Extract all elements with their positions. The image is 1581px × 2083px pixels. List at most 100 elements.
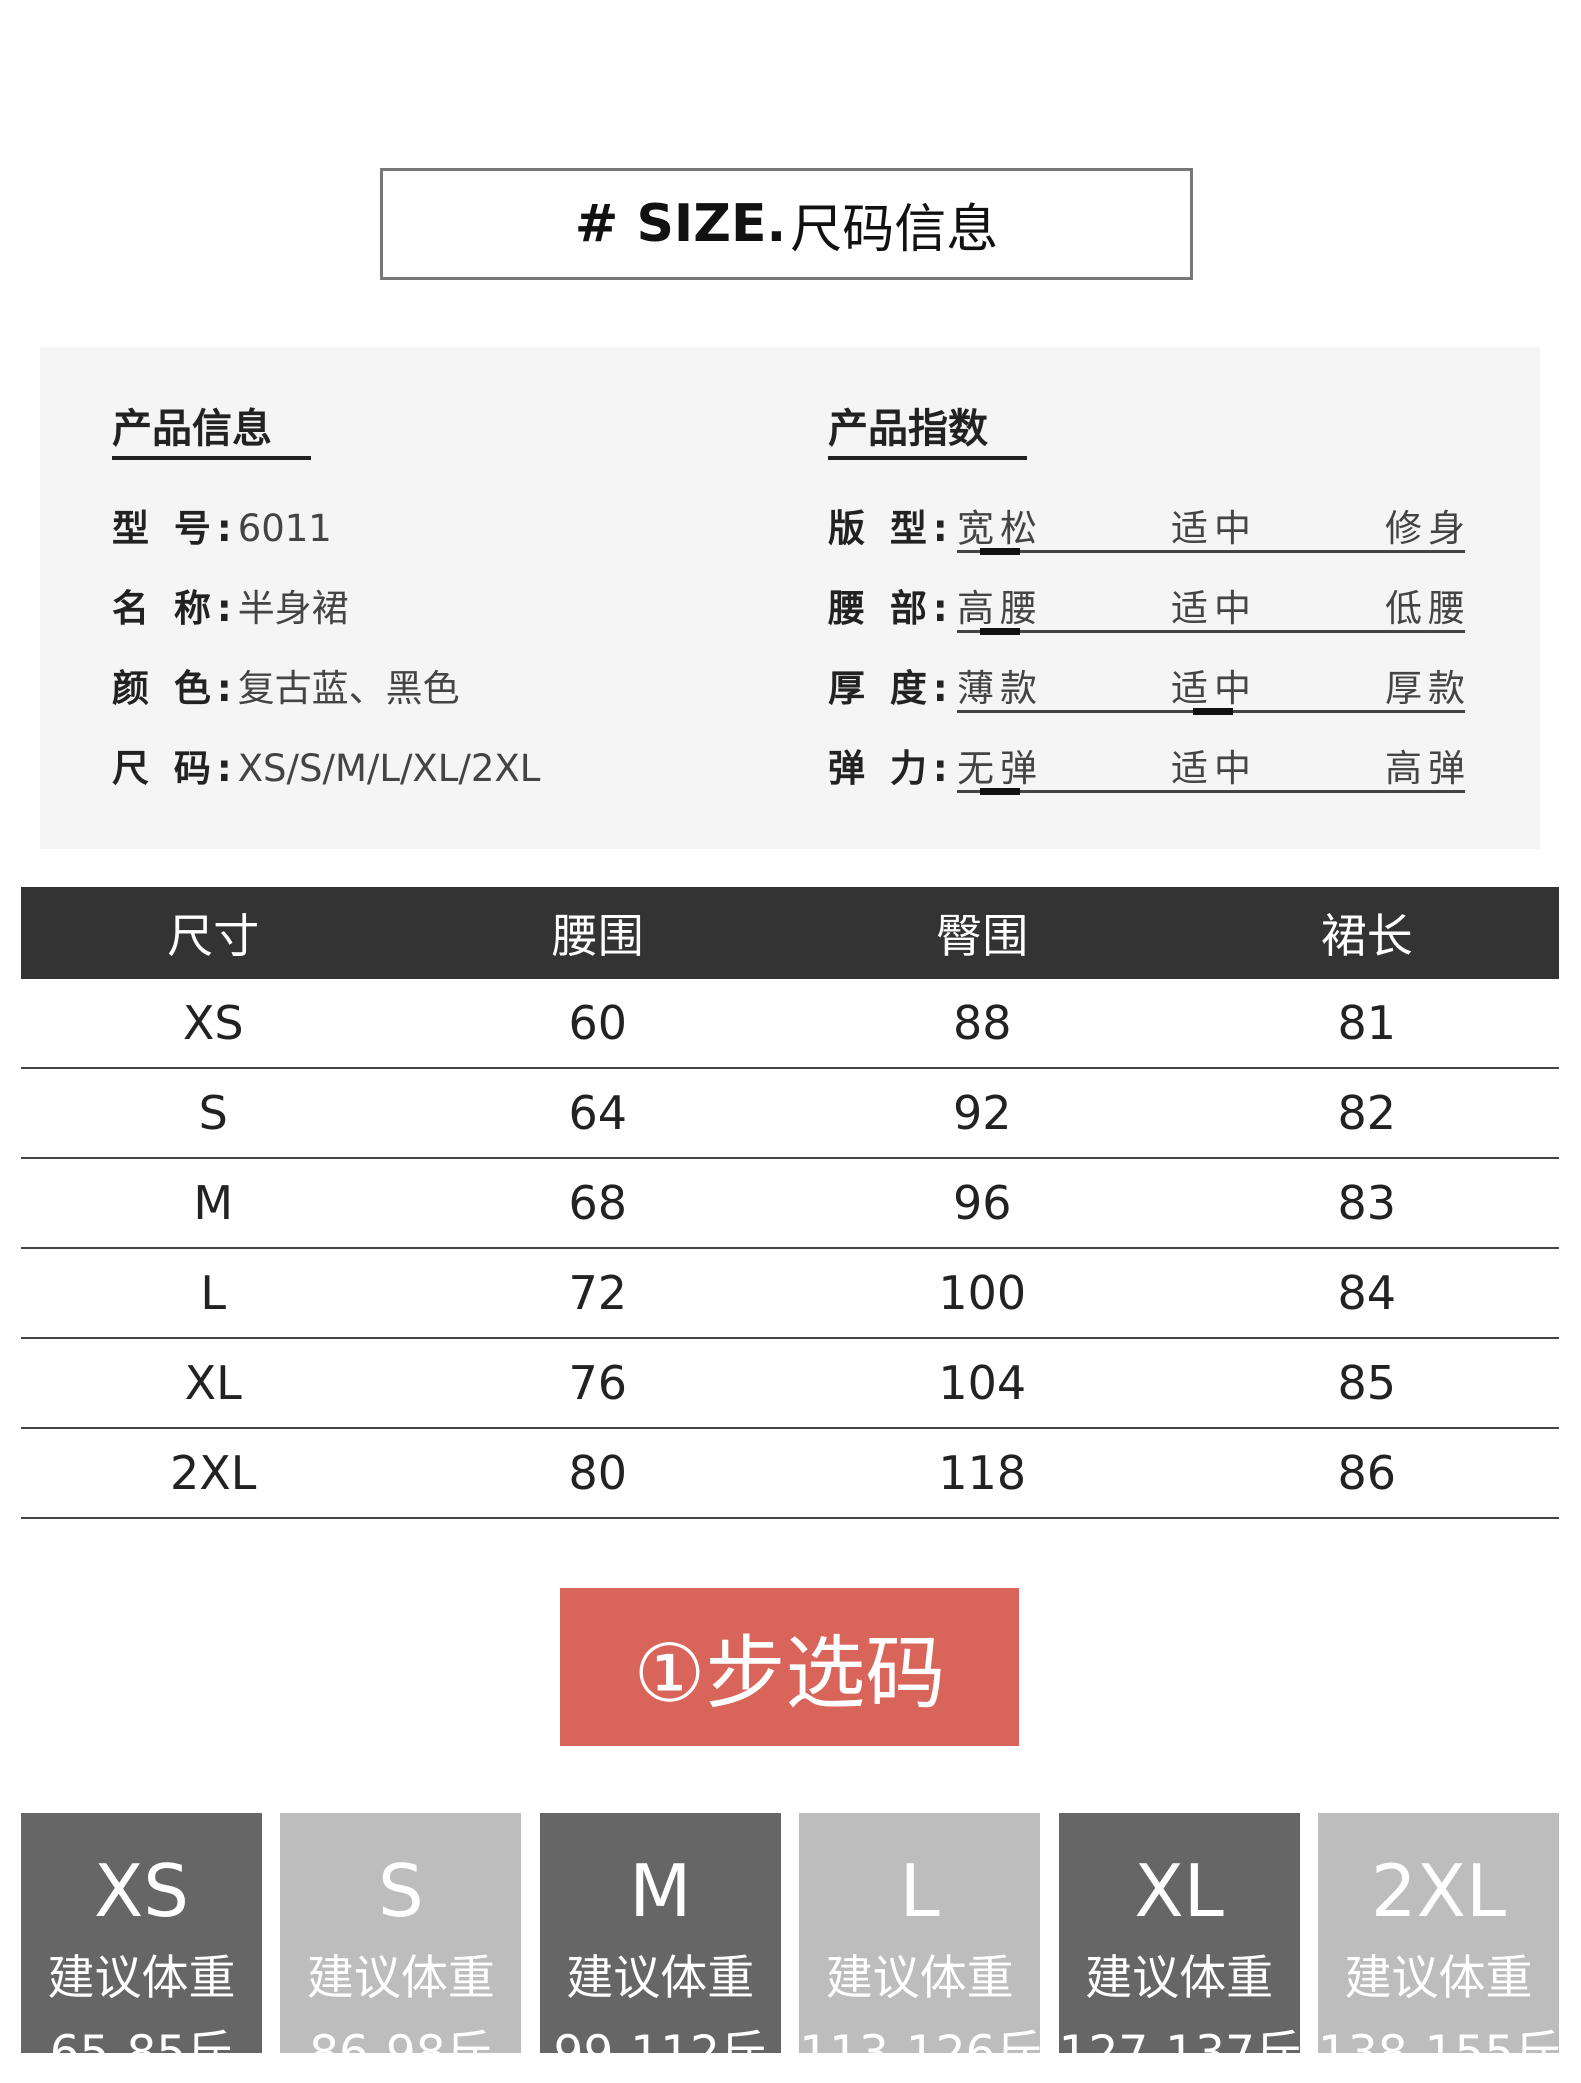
title-prefix: # SIZE. bbox=[574, 194, 787, 254]
weight-card-xl[interactable]: XL 建议体重 127-137斤 bbox=[1058, 1813, 1302, 2081]
info-value: 复古蓝、黑色 bbox=[237, 667, 460, 710]
table-cell: 96 bbox=[952, 1176, 1012, 1230]
index-key: 厚 度: bbox=[828, 658, 954, 712]
heading-underline bbox=[828, 456, 1027, 460]
info-key: 颜 色: bbox=[112, 667, 238, 710]
card-label: 建议体重 bbox=[1344, 1951, 1533, 2006]
card-size: 2XL bbox=[1370, 1849, 1507, 1933]
table-cell: 85 bbox=[1337, 1356, 1397, 1410]
index-slider-marker bbox=[980, 628, 1020, 635]
product-index-heading: 产品指数 bbox=[828, 406, 988, 452]
size-table: 尺寸 腰围 臀围 裙长 XS 60 88 81 S 64 92 82 M 68 96 83 L 72 100… bbox=[21, 887, 1559, 1519]
card-label: 建议体重 bbox=[47, 1951, 236, 2006]
table-cell: XL bbox=[184, 1356, 242, 1410]
index-slider-marker bbox=[1193, 708, 1233, 715]
info-key: 型 号: bbox=[112, 507, 238, 550]
table-cell: 83 bbox=[1337, 1176, 1397, 1230]
info-row: 尺 码:XS/S/M/L/XL/2XL bbox=[112, 738, 540, 792]
card-size: M bbox=[629, 1849, 692, 1933]
table-cell: 80 bbox=[568, 1446, 628, 1500]
index-key-label: 版 型: bbox=[828, 507, 954, 550]
index-option: 高腰 bbox=[957, 587, 1043, 630]
table-row: M 68 96 83 bbox=[21, 1159, 1559, 1249]
table-row: 2XL 80 118 86 bbox=[21, 1429, 1559, 1519]
index-slider-marker bbox=[980, 548, 1020, 555]
table-row: S 64 92 82 bbox=[21, 1069, 1559, 1159]
card-size: S bbox=[378, 1849, 424, 1933]
table-row: XS 60 88 81 bbox=[21, 979, 1559, 1069]
card-weight: 99-112斤 bbox=[553, 2026, 768, 2081]
table-cell: M bbox=[193, 1176, 234, 1230]
index-option: 无弹 bbox=[957, 747, 1043, 790]
info-key: 尺 码: bbox=[112, 747, 238, 790]
table-cell: 88 bbox=[952, 996, 1012, 1050]
table-cell: 118 bbox=[938, 1446, 1027, 1500]
card-weight: 65-85斤 bbox=[49, 2026, 234, 2081]
card-size: XS bbox=[93, 1849, 190, 1933]
card-size: XL bbox=[1134, 1849, 1224, 1933]
table-cell: 60 bbox=[568, 996, 628, 1050]
weight-card-xs[interactable]: XS 建议体重 65-85斤 bbox=[21, 1813, 262, 2081]
info-key: 名 称: bbox=[112, 587, 238, 630]
info-value: XS/S/M/L/XL/2XL bbox=[237, 747, 541, 790]
card-size: L bbox=[899, 1849, 940, 1933]
index-option: 适中 bbox=[1171, 587, 1257, 630]
table-cell: L bbox=[200, 1266, 227, 1320]
card-weight: 113-126斤 bbox=[799, 2026, 1043, 2081]
table-cell: XS bbox=[182, 996, 244, 1050]
index-slider-track bbox=[957, 550, 1465, 553]
header-length: 裙长 bbox=[1320, 909, 1413, 963]
table-cell: 72 bbox=[568, 1266, 628, 1320]
info-value: 6011 bbox=[237, 507, 332, 550]
product-info-heading: 产品信息 bbox=[112, 406, 272, 452]
index-option: 修身 bbox=[1385, 507, 1471, 550]
table-cell: 104 bbox=[938, 1356, 1027, 1410]
table-cell: 100 bbox=[938, 1266, 1027, 1320]
product-panel bbox=[40, 347, 1540, 849]
index-option: 高弹 bbox=[1385, 747, 1471, 790]
info-value: 半身裙 bbox=[237, 587, 349, 630]
index-option: 适中 bbox=[1171, 507, 1257, 550]
table-header: 尺寸 腰围 臀围 裙长 bbox=[21, 887, 1559, 979]
header-hip: 臀围 bbox=[936, 909, 1029, 963]
table-cell: 2XL bbox=[170, 1446, 257, 1500]
step-select-size-button[interactable]: ①步选码 bbox=[560, 1588, 1019, 1746]
card-label: 建议体重 bbox=[306, 1951, 495, 2006]
index-key: 弹 力: bbox=[828, 738, 954, 792]
table-row: L 72 100 84 bbox=[21, 1249, 1559, 1339]
weight-card-l[interactable]: L 建议体重 113-126斤 bbox=[799, 1813, 1043, 2081]
table-cell: 81 bbox=[1337, 996, 1397, 1050]
table-cell: S bbox=[198, 1086, 228, 1140]
table-cell: 82 bbox=[1337, 1086, 1397, 1140]
index-slider-track bbox=[957, 630, 1465, 633]
weight-card-m[interactable]: M 建议体重 99-112斤 bbox=[539, 1813, 781, 2081]
table-row: XL 76 104 85 bbox=[21, 1339, 1559, 1429]
table-cell: 92 bbox=[952, 1086, 1012, 1140]
card-weight: 138-155斤 bbox=[1318, 2026, 1562, 2081]
section-title: # SIZE. 尺码信息 bbox=[380, 168, 1193, 280]
index-option: 低腰 bbox=[1385, 587, 1471, 630]
card-label: 建议体重 bbox=[566, 1951, 755, 2006]
index-option: 宽松 bbox=[957, 507, 1043, 550]
table-cell: 68 bbox=[568, 1176, 628, 1230]
info-row: 型 号:6011 bbox=[112, 498, 332, 552]
index-key-label: 腰 部: bbox=[828, 587, 954, 630]
index-slider-track bbox=[957, 790, 1465, 793]
index-option: 薄款 bbox=[957, 667, 1043, 710]
title-text: 尺码信息 bbox=[790, 199, 999, 260]
card-label: 建议体重 bbox=[1085, 1951, 1274, 2006]
index-option: 厚款 bbox=[1385, 667, 1471, 710]
weight-card-s[interactable]: S 建议体重 86-98斤 bbox=[280, 1813, 522, 2081]
table-cell: 76 bbox=[568, 1356, 628, 1410]
heading-underline bbox=[112, 456, 311, 460]
info-row: 颜 色:复古蓝、黑色 bbox=[112, 658, 460, 712]
index-slider-marker bbox=[980, 788, 1020, 795]
weight-card-2xl[interactable]: 2XL 建议体重 138-155斤 bbox=[1318, 1813, 1561, 2081]
index-key: 腰 部: bbox=[828, 578, 954, 632]
index-key: 版 型: bbox=[828, 498, 954, 552]
info-row: 名 称:半身裙 bbox=[112, 578, 349, 632]
card-weight: 127-137斤 bbox=[1058, 2026, 1302, 2081]
index-key-label: 厚 度: bbox=[828, 667, 954, 710]
table-cell: 64 bbox=[568, 1086, 628, 1140]
index-option: 适中 bbox=[1171, 667, 1257, 710]
